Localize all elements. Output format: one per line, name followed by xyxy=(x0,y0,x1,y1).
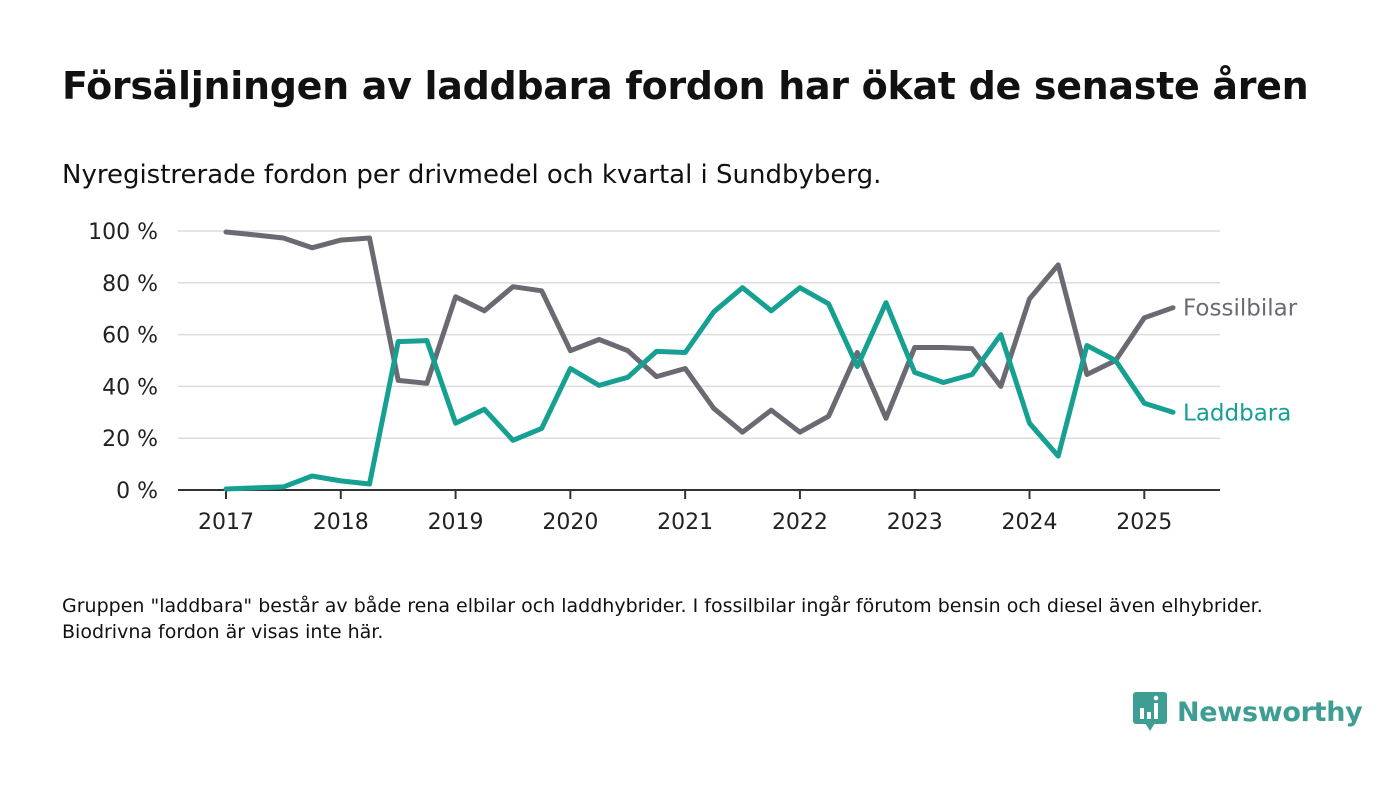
brand-logo[interactable]: Newsworthy xyxy=(1133,692,1363,732)
newsworthy-logo-icon xyxy=(1133,692,1167,731)
x-tick-label: 2017 xyxy=(198,510,254,535)
y-tick-label: 20 % xyxy=(102,427,158,452)
series-label-laddbara: Laddbara xyxy=(1183,400,1291,426)
x-tick-label: 2024 xyxy=(1002,510,1058,535)
x-tick-label: 2023 xyxy=(887,510,943,535)
chart-title: Försäljningen av laddbara fordon har öka… xyxy=(62,64,1309,108)
y-tick-label: 60 % xyxy=(102,324,158,349)
y-tick-label: 80 % xyxy=(102,272,158,297)
x-tick-label: 2021 xyxy=(657,510,713,535)
x-tick-label: 2018 xyxy=(313,510,369,535)
chart-subtitle: Nyregistrerade fordon per drivmedel och … xyxy=(62,160,882,190)
y-tick-label: 40 % xyxy=(102,375,158,400)
series-label-fossilbilar: Fossilbilar xyxy=(1183,296,1298,322)
chart-footnote: Gruppen "laddbara" består av både rena e… xyxy=(62,595,1263,643)
x-tick-label: 2020 xyxy=(542,510,598,535)
series-line-fossilbilar xyxy=(223,229,1176,435)
x-tick-label: 2022 xyxy=(772,510,828,535)
y-tick-label: 100 % xyxy=(88,220,158,245)
x-tick-label: 2019 xyxy=(428,510,484,535)
series-line-laddbara xyxy=(223,285,1176,492)
x-tick-label: 2025 xyxy=(1116,510,1172,535)
brand-name: Newsworthy xyxy=(1177,696,1363,728)
y-tick-label: 0 % xyxy=(116,479,158,504)
